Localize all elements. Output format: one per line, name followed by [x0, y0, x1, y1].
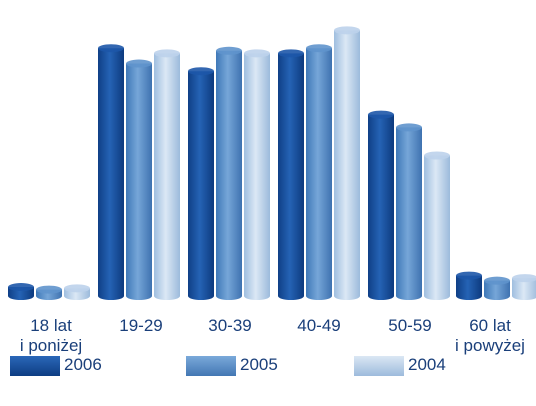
- legend-label: 2005: [240, 355, 278, 374]
- category-label: 19-29: [119, 316, 163, 335]
- bar-2004-1: [154, 49, 180, 301]
- legend-swatch: [354, 356, 404, 376]
- bar-2006-2: [188, 67, 214, 300]
- legend-swatch: [10, 356, 60, 376]
- legend-item-2006: 2006: [10, 352, 130, 378]
- bar-2005-2: [216, 46, 242, 300]
- category-label: 60 lat i powyżej: [455, 316, 525, 355]
- legend-swatch: [186, 356, 236, 376]
- bar-2005-4: [396, 123, 422, 301]
- legend-label: 2006: [64, 355, 102, 374]
- bar-2005-0: [36, 285, 62, 300]
- bar-2006-0: [8, 283, 34, 300]
- bar-2004-3: [334, 26, 360, 301]
- category-label: 50-59: [388, 316, 432, 335]
- bar-2005-1: [126, 59, 152, 300]
- legend-label: 2004: [408, 355, 446, 374]
- bar-2005-3: [306, 44, 332, 300]
- bar-2006-3: [278, 49, 304, 301]
- category-label: 30-39: [208, 316, 252, 335]
- category-label: 18 lat i poniżej: [19, 316, 83, 355]
- bar-2006-4: [368, 110, 394, 300]
- legend-item-2005: 2005: [186, 352, 306, 378]
- bar-2004-5: [512, 274, 536, 300]
- bar-2006-5: [456, 271, 482, 300]
- category-label: 40-49: [297, 316, 341, 335]
- bar-2004-2: [244, 49, 270, 301]
- bar-2004-0: [64, 284, 90, 300]
- bar-2005-5: [484, 276, 510, 300]
- bar-2006-1: [98, 44, 124, 300]
- bar-2004-4: [424, 151, 450, 300]
- legend-item-2004: 2004: [354, 352, 474, 378]
